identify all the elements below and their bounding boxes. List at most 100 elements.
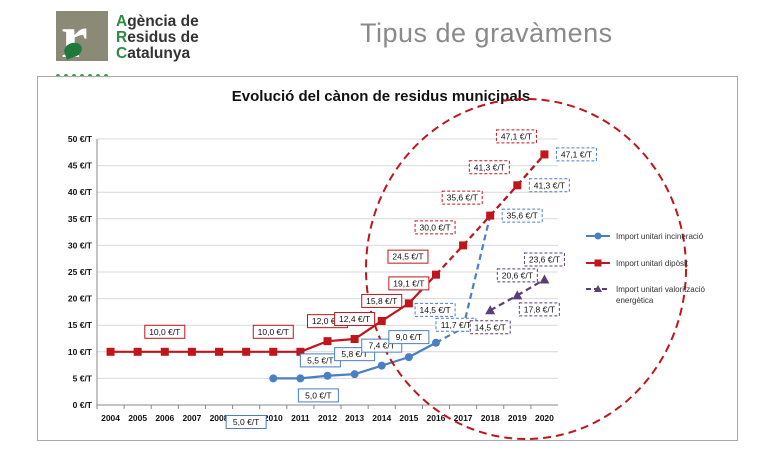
x-tick-label: 2020 [535,413,554,423]
logo-line-1: esidus de [127,29,199,46]
marker-diposit [486,211,495,220]
logo-mark: r [56,7,108,67]
legend-marker [594,232,602,240]
marker-incineracio [404,353,413,362]
logo-line-0: gència de [127,13,199,30]
chart-frame: Evolució del cànon de residus municipals… [37,76,738,441]
y-tick-label: 25 €/T [68,267,93,277]
marker-diposit [540,150,549,159]
legend-label: Import unitari valorització [616,285,705,294]
series-line-diposit [516,153,546,187]
legend-label: Import unitari incineració [616,232,704,241]
series-line-diposit [462,214,492,247]
marker-diposit [404,299,413,308]
data-label: 47,1 €/T [501,131,532,141]
x-tick-label: 2016 [427,413,446,423]
y-tick-label: 20 €/T [68,294,93,304]
data-label-box [469,320,511,335]
x-tick-label: 2004 [101,413,120,423]
highlight-circle [365,98,687,440]
data-label: 17,8 €/T [524,304,555,314]
series-line-diposit [299,340,328,353]
y-tick-label: 40 €/T [68,187,93,197]
y-tick-label: 15 €/T [68,320,93,330]
data-label-box [388,276,430,291]
marker-diposit [296,347,305,356]
marker-diposit [160,347,169,356]
data-label-box [252,324,294,339]
marker-incineracio [377,361,386,370]
data-label-box [414,302,456,317]
y-tick-label: 5 €/T [73,373,93,383]
line-chart: Evolució del cànon de residus municipals… [68,88,705,440]
series-line-valoritzacio [489,294,518,312]
slide-title: Tipus de gravàmens [360,18,613,48]
data-label: 7,4 €/T [369,341,395,351]
logo-wordmark: Agència de Residus de Catalunya [116,13,199,62]
marker-valoritzacio [539,274,550,284]
series-markers [106,150,550,383]
data-label-box [495,129,537,144]
data-label-box [388,330,430,345]
series-line-incineracio [300,374,328,380]
x-tick-label: 2013 [345,413,364,423]
highlight-ellipse [365,98,687,440]
series-line-diposit [381,302,410,322]
marker-diposit [106,347,115,356]
data-label: 30,0 €/T [419,222,450,232]
series-line-diposit [435,244,464,276]
data-label: 20,6 €/T [502,270,533,280]
data-label: 10,0 €/T [258,327,289,337]
data-label: 5,0 €/T [305,390,331,400]
marker-incineracio [296,374,305,383]
data-label-box [468,160,510,175]
marker-diposit [323,337,332,346]
data-label: 9,0 €/T [396,332,422,342]
logo-dots [56,65,112,78]
marker-diposit [133,347,142,356]
series-line-diposit [327,337,355,343]
legend-marker [594,259,602,267]
data-label-box [441,190,483,205]
data-label: 15,8 €/T [366,296,397,306]
y-tick-label: 0 €/T [73,400,93,410]
x-tick-label: 2014 [372,413,391,423]
data-label: 41,3 €/T [474,162,505,172]
marker-incineracio [269,374,278,383]
marker-diposit [459,241,468,250]
y-tick-label: 30 €/T [68,240,93,250]
data-label: 12,4 €/T [339,314,370,324]
data-label: 35,6 €/T [507,211,538,221]
series-line-incineracio [381,356,410,367]
data-label-box [518,302,560,317]
data-label-box [361,293,403,308]
x-tick-label: 2019 [508,413,527,423]
marker-diposit [513,181,522,190]
y-tick-label: 50 €/T [68,134,93,144]
marker-diposit [187,347,196,356]
data-label-box [225,415,267,429]
y-tick-label: 45 €/T [68,161,93,171]
marker-diposit [242,347,251,356]
data-label: 12,0 €/T [312,316,343,326]
data-label-box [387,249,429,264]
marker-diposit [377,316,386,325]
data-label-box [523,252,565,267]
series-line-valoritzacio [516,278,545,297]
data-label-box [334,312,376,327]
series-line-diposit [354,320,383,340]
x-tick-label: 2017 [454,413,473,423]
series-line-incineracio [327,373,355,377]
data-label: 14,5 €/T [475,322,506,332]
x-tick-label: 2007 [182,413,201,423]
data-label-box [297,388,339,403]
marker-valoritzacio [512,290,523,300]
agency-logo: r Agència de Residus de Catalunya [56,7,226,78]
series-lines [110,153,546,380]
y-tick-label: 35 €/T [68,214,93,224]
data-label: 10,0 €/T [149,327,180,337]
data-label: 5,8 €/T [341,349,367,359]
data-label-box [555,147,597,162]
data-label-box [414,220,456,235]
legend-label: energètica [616,296,654,305]
